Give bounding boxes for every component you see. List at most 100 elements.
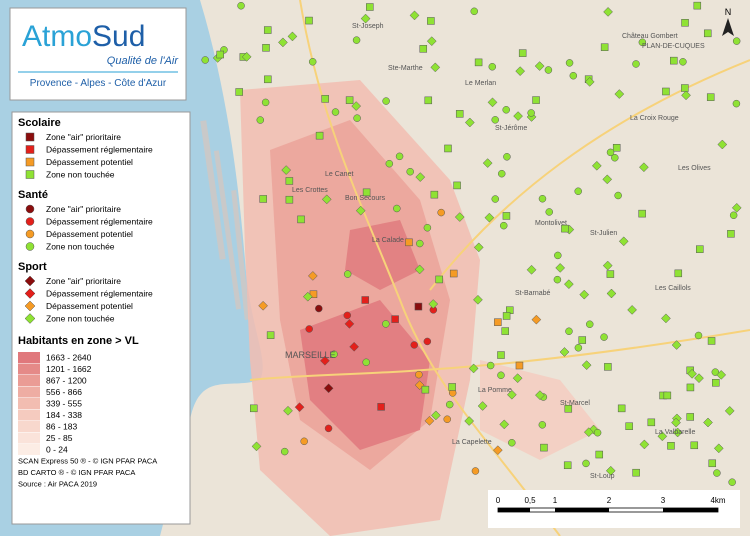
marker-circle bbox=[611, 153, 619, 162]
marker-circle bbox=[593, 428, 602, 437]
marker-circle bbox=[497, 169, 506, 178]
marker-square bbox=[606, 270, 615, 278]
marker-circle bbox=[201, 56, 209, 64]
marker-square bbox=[497, 351, 505, 359]
legend-item-label: Zone "air" prioritaire bbox=[46, 204, 121, 214]
choropleth-swatch bbox=[18, 432, 40, 444]
marker-diamond bbox=[591, 160, 602, 171]
marker-circle bbox=[544, 66, 553, 74]
marker-square bbox=[216, 50, 224, 59]
legend-item-label: Dépassement réglementaire bbox=[46, 289, 153, 299]
marker-circle bbox=[330, 350, 338, 359]
marker-square bbox=[249, 404, 258, 413]
place-label: St-Joseph bbox=[352, 23, 384, 30]
north-label: N bbox=[725, 7, 732, 17]
place-label: St-Jérôme bbox=[495, 125, 527, 132]
choropleth-label: 339 - 555 bbox=[46, 399, 82, 409]
marker-circle bbox=[574, 344, 583, 352]
marker-square bbox=[366, 3, 374, 11]
marker-diamond bbox=[687, 368, 697, 379]
marker-diamond bbox=[430, 62, 441, 73]
marker-square bbox=[285, 177, 294, 185]
marker-diamond bbox=[278, 37, 288, 48]
choropleth-label: 867 - 1200 bbox=[46, 376, 87, 386]
place-label: La Calade bbox=[372, 237, 404, 244]
marker-diamond bbox=[24, 288, 36, 299]
marker-circle bbox=[385, 159, 394, 168]
marker-square bbox=[696, 245, 704, 253]
marker-circle bbox=[491, 195, 500, 203]
marker-circle bbox=[437, 208, 445, 217]
place-label: La Croix Rouge bbox=[630, 115, 679, 122]
place-label: La Capelette bbox=[452, 439, 492, 446]
marker-circle bbox=[382, 320, 390, 328]
marker-diamond bbox=[602, 174, 613, 185]
marker-diamond bbox=[320, 355, 330, 366]
marker-circle bbox=[343, 311, 352, 320]
marker-circle bbox=[614, 191, 622, 200]
marker-square bbox=[663, 391, 672, 400]
marker-circle bbox=[565, 59, 574, 67]
credit-text: BD CARTO ® - © IGN PFAR PACA bbox=[18, 468, 135, 477]
marker-square bbox=[424, 96, 433, 105]
marker-diamond bbox=[535, 390, 545, 401]
marker-diamond bbox=[426, 36, 437, 47]
place-label: St-Julien bbox=[590, 230, 617, 237]
choropleth-swatch bbox=[18, 409, 40, 421]
marker-diamond bbox=[24, 300, 36, 312]
marker-square bbox=[266, 331, 275, 339]
marker-diamond bbox=[639, 439, 650, 450]
choropleth-label: 1663 - 2640 bbox=[46, 353, 92, 363]
marker-square bbox=[532, 96, 540, 104]
marker-diamond bbox=[409, 10, 420, 21]
place-label: St-Barnabé bbox=[515, 290, 551, 297]
marker-diamond bbox=[515, 66, 526, 76]
marker-circle bbox=[25, 242, 35, 251]
marker-circle bbox=[538, 421, 547, 429]
marker-diamond bbox=[534, 61, 545, 71]
legend-item-label: Zone "air" prioritaire bbox=[46, 276, 121, 286]
marker-diamond bbox=[661, 313, 671, 324]
marker-circle bbox=[586, 320, 594, 329]
choropleth-swatch bbox=[18, 444, 40, 455]
marker-diamond bbox=[428, 299, 439, 309]
marker-square bbox=[262, 44, 270, 52]
marker-square bbox=[681, 19, 689, 27]
place-label: Le Canet bbox=[325, 171, 353, 178]
marker-circle bbox=[315, 304, 323, 313]
marker-circle bbox=[261, 98, 270, 107]
legend-section-title: Habitants en zone > VL bbox=[18, 335, 139, 347]
choropleth-label: 86 - 183 bbox=[46, 422, 77, 432]
marker-circle bbox=[545, 208, 553, 216]
marker-square bbox=[285, 195, 294, 204]
place-label: La Valbarelle bbox=[655, 429, 695, 436]
marker-diamond bbox=[717, 139, 728, 150]
logo-brand: AtmoSud bbox=[22, 20, 145, 53]
marker-diamond bbox=[526, 264, 537, 275]
scale-segment bbox=[498, 508, 530, 512]
marker-circle bbox=[553, 275, 562, 284]
marker-diamond bbox=[618, 236, 629, 247]
marker-square bbox=[264, 75, 272, 84]
marker-diamond bbox=[487, 97, 498, 108]
place-label: St-Marcel bbox=[560, 400, 590, 407]
marker-diamond bbox=[477, 401, 488, 411]
marker-diamond bbox=[671, 417, 681, 428]
marker-square bbox=[377, 403, 385, 411]
marker-square bbox=[690, 441, 699, 450]
marker-diamond bbox=[694, 373, 704, 384]
marker-square bbox=[263, 26, 272, 34]
choropleth-swatch bbox=[18, 352, 40, 363]
marker-circle bbox=[488, 63, 497, 71]
marker-diamond bbox=[605, 465, 616, 476]
marker-circle bbox=[423, 223, 432, 232]
marker-diamond bbox=[606, 288, 617, 299]
marker-diamond bbox=[724, 406, 735, 416]
place-labels: Château Gombert PLAN-DE-CUQUES St-Joseph… bbox=[285, 23, 711, 480]
marker-circle bbox=[503, 153, 511, 161]
marker-circle bbox=[280, 447, 289, 456]
marker-diamond bbox=[627, 305, 637, 315]
legend-item-label: Dépassement réglementaire bbox=[46, 145, 153, 155]
marker-circle bbox=[711, 368, 720, 376]
